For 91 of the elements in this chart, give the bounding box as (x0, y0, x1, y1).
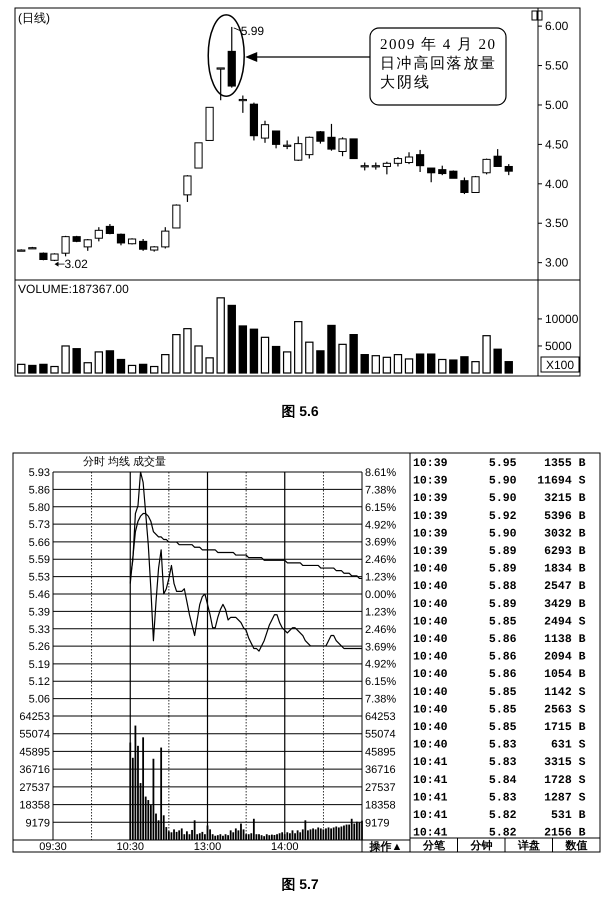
text: 10:41 5.83 3315 S (413, 756, 586, 770)
y2-tick-label: 3.69% (365, 641, 396, 654)
text: 10:39 5.90 3215 B (413, 492, 586, 506)
text: 10:40 5.85 1715 B (413, 721, 586, 734)
y-tick-label: 4.50 (545, 137, 569, 152)
text: 分钟 (469, 839, 492, 852)
text: 10:41 5.82 531 B (413, 809, 586, 822)
y-tick-label: 5.53 (28, 572, 50, 584)
y-tick-label: 64253 (19, 711, 50, 723)
y2-tick-label: 1.23% (365, 572, 396, 584)
y-tick-label: 5.59 (28, 554, 50, 566)
text: 10:40 5.85 2563 S (413, 703, 586, 716)
y2-tick-label: 18358 (365, 800, 396, 812)
y2-tick-label: 3.69% (365, 536, 396, 549)
y2-tick-label: 8.61% (365, 467, 396, 479)
x-tick-label: 10:30 (116, 841, 144, 853)
y2-tick-label: 2.46% (365, 554, 396, 566)
y2-tick-label: 0.00% (365, 589, 396, 601)
text: 10:39 5.95 1355 B (413, 457, 586, 470)
text: 10:40 5.86 1054 B (413, 668, 586, 682)
y2-tick-label: 6.15% (365, 502, 396, 514)
text: 详盘 (516, 839, 540, 852)
y-tick-label: 45895 (19, 746, 50, 758)
y-tick-label: 10000 (545, 312, 579, 326)
annotation: 3.02 (64, 257, 88, 272)
y-tick-label: 5.46 (28, 589, 50, 601)
x-tick-label: 09:30 (39, 841, 67, 853)
text: 10:40 5.86 1138 B (413, 633, 586, 646)
caption: 图 5.7 (281, 876, 319, 892)
y-tick-label: 36716 (19, 764, 50, 776)
y-tick-label: 5.50 (545, 58, 569, 73)
y2-tick-label: 2.46% (365, 624, 396, 636)
text: 10:39 5.89 6293 B (413, 545, 586, 558)
text: 10:39 5.92 5396 B (413, 510, 586, 523)
y-tick-label: 5.33 (28, 624, 50, 636)
text: 10:41 5.82 2156 B (413, 826, 586, 840)
y2-tick-label: 7.38% (365, 694, 396, 706)
y2-tick-label: 1.23% (365, 606, 396, 618)
caption: 图 5.6 (281, 403, 319, 419)
x-tick-label: 13:00 (194, 841, 222, 853)
y-tick-label: 6.00 (545, 19, 569, 34)
chart-title: 分时 均线 成交量 (83, 455, 166, 468)
y-tick-label: 5.80 (28, 502, 50, 514)
text: 10:40 5.89 3429 B (413, 598, 586, 611)
y-tick-label: 5.86 (28, 484, 50, 496)
y2-tick-label: 7.38% (365, 484, 396, 496)
text: 10:40 5.89 1834 B (413, 562, 586, 576)
annotation: 2009 年 4 月 20 日冲高回落放量大阴线 (380, 36, 495, 91)
y2-tick-label: 27537 (365, 782, 396, 794)
y-tick-label: 5.06 (28, 694, 50, 706)
text: 操作▲ (368, 840, 402, 853)
y-tick-label: 3.50 (545, 216, 569, 230)
x-tick-label: 14:00 (270, 841, 299, 853)
text: 10:39 5.90 11694 S (413, 474, 586, 488)
y-tick-label: 5.93 (28, 467, 50, 479)
text: 10:41 5.83 1287 S (413, 791, 586, 804)
y2-tick-label: 4.92% (365, 519, 396, 532)
y-tick-label: 55074 (19, 728, 50, 741)
text: 10:40 5.85 2494 S (413, 615, 586, 628)
text: 10:40 5.83 631 S (413, 738, 586, 752)
chart-title: VOLUME:187367.00 (18, 282, 130, 296)
text: 10:40 5.86 2094 B (413, 650, 586, 664)
text: 10:41 5.84 1728 S (413, 774, 586, 787)
y-tick-label: 5.26 (28, 641, 50, 654)
y-tick-label: 5.00 (545, 98, 569, 112)
y2-tick-label: 64253 (365, 711, 396, 723)
y-tick-label: 5.39 (28, 606, 50, 618)
y-tick-label: 5.66 (28, 536, 50, 549)
y-tick-label: 9179 (26, 817, 50, 830)
text: 分笔 (422, 839, 446, 852)
annotation: 5.99 (240, 24, 264, 38)
y-axis-title: X100 (546, 358, 574, 372)
y2-tick-label: 4.92% (365, 658, 396, 671)
text: 10:40 5.85 1142 S (413, 686, 586, 699)
chart-title: (日线) (18, 11, 50, 25)
y-tick-label: 5.73 (28, 519, 50, 532)
text: 10:40 5.88 2547 B (413, 580, 586, 594)
text: 10:39 5.90 3032 B (413, 527, 586, 540)
y2-tick-label: 45895 (365, 746, 396, 758)
y-tick-label: 5000 (545, 338, 572, 353)
y2-tick-label: 36716 (365, 764, 396, 776)
y-tick-label: 18358 (19, 800, 50, 812)
y-tick-label: 4.00 (545, 176, 569, 191)
y-tick-label: 3.00 (545, 256, 569, 270)
y2-tick-label: 55074 (365, 728, 396, 741)
y2-tick-label: 6.15% (365, 676, 396, 688)
text: 数值 (564, 839, 588, 852)
y2-tick-label: 9179 (365, 817, 390, 830)
y-tick-label: 27537 (19, 782, 50, 794)
y-tick-label: 5.12 (28, 676, 50, 688)
y-tick-label: 5.19 (28, 658, 50, 671)
